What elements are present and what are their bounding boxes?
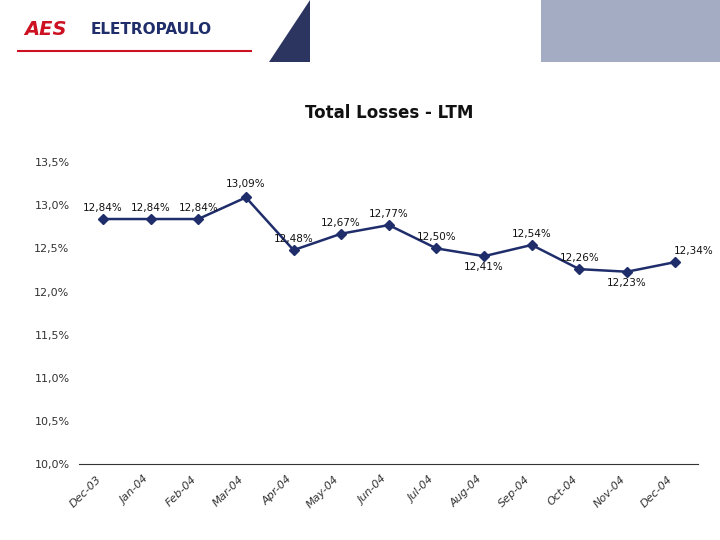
Text: 13,09%: 13,09%: [226, 179, 266, 189]
Text: 12,34%: 12,34%: [674, 246, 714, 256]
Text: 12,77%: 12,77%: [369, 209, 409, 219]
Text: 12,48%: 12,48%: [274, 234, 313, 244]
Text: 12,41%: 12,41%: [464, 262, 504, 272]
Polygon shape: [269, 0, 310, 62]
Polygon shape: [252, 0, 310, 62]
Text: 12,67%: 12,67%: [321, 218, 361, 228]
Text: Energy Loss Evolution (%): Energy Loss Evolution (%): [250, 75, 557, 95]
Text: 12,26%: 12,26%: [559, 253, 599, 263]
Text: 12,84%: 12,84%: [179, 203, 218, 213]
Text: Total Losses - LTM: Total Losses - LTM: [305, 104, 473, 122]
Text: 12,23%: 12,23%: [607, 278, 647, 288]
Text: 12,50%: 12,50%: [417, 232, 456, 242]
Text: 12,84%: 12,84%: [83, 203, 123, 213]
Text: AES: AES: [24, 21, 67, 39]
Text: 12,84%: 12,84%: [131, 203, 171, 213]
Bar: [541, 0, 720, 62]
Text: 12,54%: 12,54%: [512, 229, 552, 239]
Text: ELETROPAULO: ELETROPAULO: [91, 22, 212, 37]
